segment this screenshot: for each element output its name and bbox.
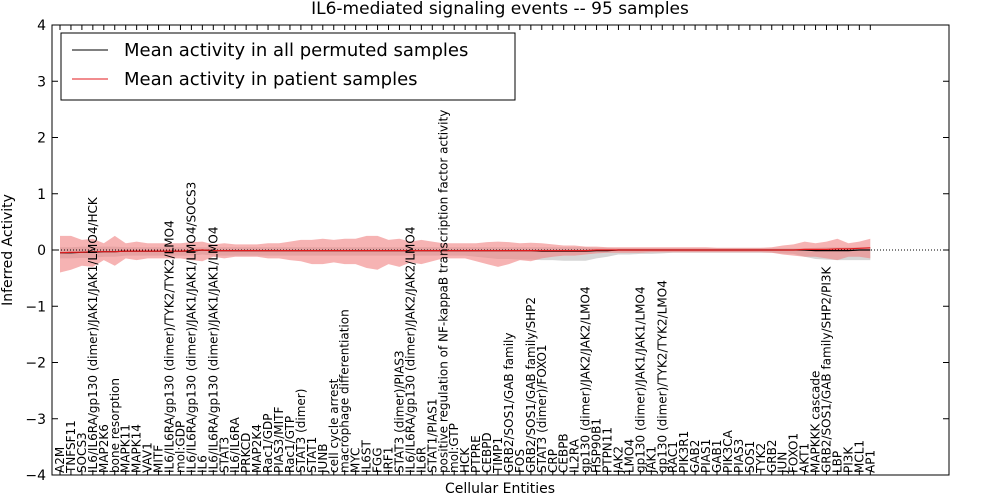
category-label: AKT1 — [798, 443, 812, 473]
y-tick-label: 4 — [37, 18, 46, 34]
category-label: gp130 (dimer)/TYK2/TYK2/LMO4 — [655, 280, 669, 473]
category-label: LMO4 — [622, 439, 636, 473]
category-label: MAP2K6 — [97, 424, 111, 473]
category-label: gp130 (dimer)/JAK2/JAK2/LMO4 — [579, 286, 593, 473]
category-label: CEBPD — [480, 432, 494, 473]
category-label: TNFSF11 — [64, 420, 78, 474]
category-label: CRP — [546, 449, 560, 473]
category-label: mol:GDP — [173, 421, 187, 473]
category-label: FOS — [513, 449, 527, 473]
category-label: PTPN11 — [601, 427, 615, 473]
category-label: positive regulation of NF-kappaB transcr… — [436, 110, 450, 473]
category-label: IL6/IL6RA/gp130 (dimer)/JAK1/JAK1/LMO4 — [206, 227, 220, 473]
category-label: GRB2 — [765, 439, 779, 473]
category-label: TIMP1 — [491, 437, 505, 474]
y-tick-label: 0 — [37, 243, 46, 259]
patient-mean-line — [59, 247, 871, 254]
category-label: IRF1 — [382, 447, 396, 473]
category-label: PIK3R1 — [677, 431, 691, 473]
category-label: PIAS3/MITF — [272, 406, 286, 473]
category-label: TYK2 — [754, 443, 768, 474]
category-label: CEBPB — [557, 433, 571, 473]
category-label: SOCS3 — [75, 432, 89, 473]
category-label: IL6/IL6RA/gp130 (dimer)/JAK2/JAK2/LMO4 — [403, 227, 417, 473]
y-axis-label: Inferred Activity — [0, 194, 16, 306]
patient-band — [60, 235, 871, 273]
category-label: JUNB — [316, 443, 330, 474]
category-label: LBP — [830, 451, 844, 473]
category-label: MYC — [349, 448, 363, 473]
category-label: MAPK11 — [119, 424, 133, 473]
category-label: Rac1/GDP — [261, 414, 275, 473]
chart-title: IL6-mediated signaling events -- 95 samp… — [311, 0, 689, 19]
category-label: AP1 — [863, 450, 877, 473]
category-label: STAT1 — [305, 437, 319, 473]
category-label: IL6/IL6RA/gp130 (dimer)/JAK1/JAK1/LMO4/H… — [86, 196, 100, 473]
category-label: MAPKKK cascade — [809, 371, 823, 473]
category-label: RAC1 — [666, 441, 680, 473]
category-label: MAPK14 — [130, 424, 144, 473]
category-label: IL6/IL6RA/gp130 (dimer)/JAK1/JAK1/LMO4/S… — [184, 182, 198, 473]
category-label: macrophage differentiation — [338, 309, 352, 473]
category-label: MCL1 — [852, 440, 866, 473]
category-label: STAT1/PIAS1 — [425, 398, 439, 473]
category-label: gp130 (dimer)/JAK1/JAK1/LMO4 — [633, 286, 647, 473]
category-label: VAV1 — [141, 442, 155, 473]
x-axis-label: Cellular Entities — [445, 481, 555, 497]
legend-box — [60, 32, 516, 101]
category-label: STAT3 — [217, 437, 231, 473]
y-tick-label: 2 — [37, 131, 46, 147]
category-label: A2M — [53, 447, 67, 473]
category-label: IL2RA — [568, 438, 582, 473]
category-label: GRB2/SOS1/GAB family — [502, 333, 516, 474]
category-label: PRKCD — [239, 433, 253, 473]
category-label: GRB2/SOS1/GAB family/SHP2/PI3K — [820, 265, 834, 473]
y-tick-label: −4 — [25, 468, 46, 484]
category-label: JAK1 — [644, 446, 658, 474]
category-label: GAB2 — [688, 440, 702, 473]
category-label: HSP90B1 — [590, 418, 604, 473]
category-label: STAT3 (dimer) — [294, 389, 308, 473]
y-tick-label: 1 — [37, 187, 46, 203]
category-label: HCK — [458, 447, 472, 473]
category-label: cell cycle arrest — [327, 378, 341, 473]
category-label: STAT3 (dimer)/PIAS3 — [392, 350, 406, 473]
y-axis: −4 −3 −2 −1 0 1 2 3 4 — [25, 18, 949, 484]
category-label: IL6R — [414, 447, 428, 473]
category-label: FGG — [371, 448, 385, 474]
category-label: PI3K — [841, 446, 855, 473]
category-label: IL6ST — [360, 440, 374, 473]
category-label: IL6/IL6RA/gp130 (dimer)/TYK2/TYK2/LMO4 — [163, 220, 177, 473]
category-label: bone resorption — [108, 378, 122, 473]
category-label: IL6 — [195, 455, 209, 473]
category-label: PIK3CA — [721, 429, 735, 473]
y-tick-label: 3 — [37, 74, 46, 90]
y-tick-label: −1 — [25, 299, 46, 315]
category-label: FOXO1 — [787, 433, 801, 473]
category-label: MAP2K4 — [250, 424, 264, 473]
category-label: MITF — [152, 445, 166, 473]
category-label: mol:GTP — [447, 423, 461, 473]
legend-label-patient: Mean activity in patient samples — [124, 69, 418, 90]
category-label: STAT3 (dimer)/FOXO1 — [535, 344, 549, 473]
category-label: GAB1 — [710, 440, 724, 473]
legend: Mean activity in all permuted samples Me… — [60, 32, 516, 101]
category-label: IL6/IL6RA — [228, 416, 242, 473]
series-lines — [59, 247, 871, 254]
legend-label-permuted: Mean activity in all permuted samples — [124, 40, 468, 61]
category-label: Rac1/GTP — [283, 416, 297, 473]
y-tick-label: −3 — [25, 412, 46, 428]
category-label: JUN — [776, 452, 790, 474]
category-label: GRB2/SOS1/GAB family/SHP2 — [524, 297, 538, 473]
y-tick-label: −2 — [25, 356, 46, 372]
category-label: PIAS1 — [699, 439, 713, 473]
confidence-bands — [60, 235, 871, 273]
category-label: PIAS3 — [732, 439, 746, 473]
category-label: SOS1 — [743, 441, 757, 473]
category-label: PTPRE — [469, 435, 483, 473]
category-label: JAK2 — [611, 446, 625, 474]
